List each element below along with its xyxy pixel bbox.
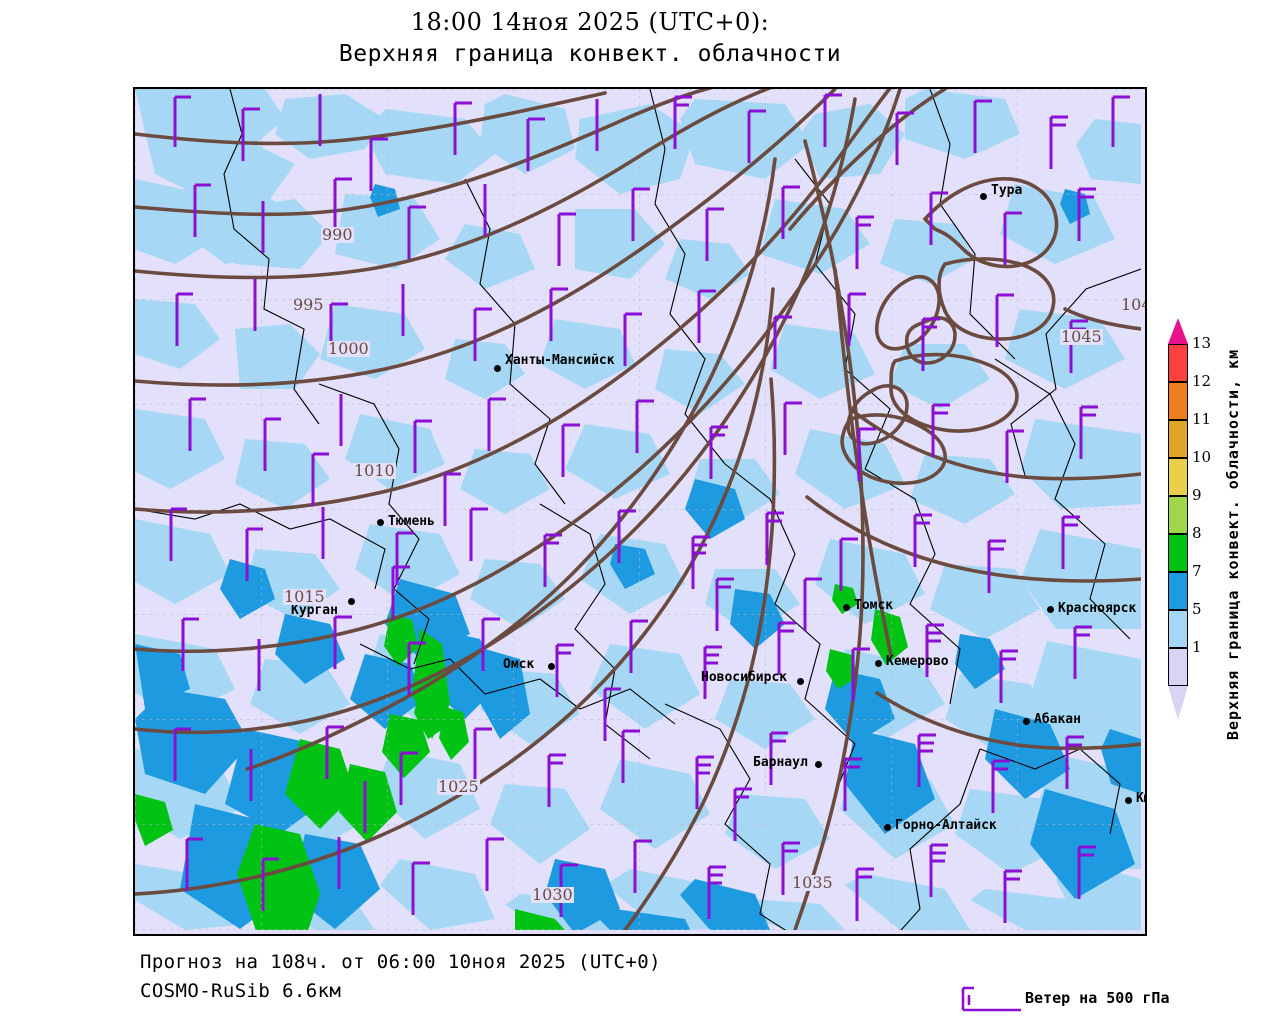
map-canvas: Тура Ханты-Мансийск Тюмень Курган Омск Томск Н… <box>135 89 1145 934</box>
colorbar-tick-label: 8 <box>1192 524 1202 542</box>
city-label: Томск <box>854 598 894 613</box>
city-dot <box>980 193 987 200</box>
colorbar-segment <box>1168 458 1188 496</box>
forecast-info: Прогноз на 108ч. от 06:00 10ноя 2025 (UT… <box>140 951 661 973</box>
colorbar: 13 12 11 10 9 8 7 5 1 <box>1168 318 1211 726</box>
city-dot <box>875 660 882 667</box>
colorbar-segment <box>1168 534 1188 572</box>
city-dot <box>884 824 891 831</box>
city-label: Барнаул <box>753 755 808 770</box>
colorbar-segment <box>1168 344 1188 382</box>
city-dot <box>548 663 555 670</box>
colorbar-tick-label: 12 <box>1192 372 1212 390</box>
colorbar-tick-label: 13 <box>1192 334 1212 352</box>
colorbar-title: Верхняя граница конвект. облачности, км <box>1224 348 1242 740</box>
city-dot <box>1023 718 1030 725</box>
isobar-label: 1045 <box>1060 327 1103 346</box>
isobar-label: 1030 <box>531 885 574 904</box>
title-line-datetime: 18:00 14ноя 2025 (UTC+0): <box>410 8 770 36</box>
colorbar-tick-label: 1 <box>1192 638 1202 656</box>
city-label: Абакан <box>1034 712 1081 727</box>
isobar-label: 1015 <box>283 587 326 606</box>
wind-barb-layer <box>169 93 1130 923</box>
colorbar-segment <box>1168 648 1188 686</box>
weather-map[interactable]: Тура Ханты-Мансийск Тюмень Курган Омск Томск Н… <box>133 87 1147 936</box>
isobar-label: 1000 <box>327 339 370 358</box>
city-label: Омск <box>503 657 535 672</box>
city-label: Тура <box>991 183 1023 198</box>
colorbar-arrow-top <box>1168 318 1188 344</box>
colorbar-tick-label: 10 <box>1192 448 1212 466</box>
footer: Прогноз на 108ч. от 06:00 10ноя 2025 (UT… <box>140 948 661 1006</box>
city-dot <box>1125 797 1132 804</box>
colorbar-arrow-bottom <box>1168 686 1188 720</box>
city-dot <box>797 678 804 685</box>
city-dot <box>843 604 850 611</box>
colorbar-segment <box>1168 496 1188 534</box>
wind-barb-icon <box>961 986 1021 1012</box>
city-label: Курган <box>291 603 338 618</box>
isobar-label: 1035 <box>791 873 834 892</box>
city-label: Ханты-Мансийск <box>505 353 615 368</box>
city-label: Горно-Алтайск <box>895 818 997 833</box>
title-line-parameter: Верхняя граница конвект. облачности <box>338 41 842 67</box>
colorbar-segment <box>1168 572 1188 610</box>
colorbar-tick-label: 11 <box>1192 410 1212 428</box>
colorbar-tick-label: 7 <box>1192 562 1202 580</box>
city-label: Новосибирск <box>701 670 788 685</box>
city-dot <box>348 598 355 605</box>
isobar-label: 1045 <box>1120 297 1145 313</box>
city-dot <box>494 365 501 372</box>
colorbar-segment <box>1168 382 1188 420</box>
colorbar-segment <box>1168 610 1188 648</box>
wind-legend: Ветер на 500 гПа <box>955 982 1275 1018</box>
city-label: Кемерово <box>886 654 949 669</box>
city-dot <box>377 519 384 526</box>
wind-legend-label: Ветер на 500 гПа <box>1025 989 1170 1007</box>
colorbar-tick-label: 5 <box>1192 600 1202 618</box>
isobar-label: 990 <box>321 225 354 244</box>
isobar-label: 1010 <box>353 461 396 480</box>
city-label: Кызыл <box>1136 791 1145 806</box>
city-label: Тюмень <box>388 514 435 529</box>
isobar-label: 995 <box>292 295 325 314</box>
city-label: Красноярск <box>1058 601 1137 616</box>
city-dot <box>1047 606 1054 613</box>
colorbar-segment <box>1168 420 1188 458</box>
page-title: 18:00 14ноя 2025 (UTC+0): Верхняя границ… <box>0 6 1180 70</box>
city-dot <box>815 761 822 768</box>
isobar-label: 1025 <box>437 777 480 796</box>
colorbar-tick-label: 9 <box>1192 486 1202 504</box>
model-info: COSMO-RuSib 6.6км <box>140 980 342 1002</box>
